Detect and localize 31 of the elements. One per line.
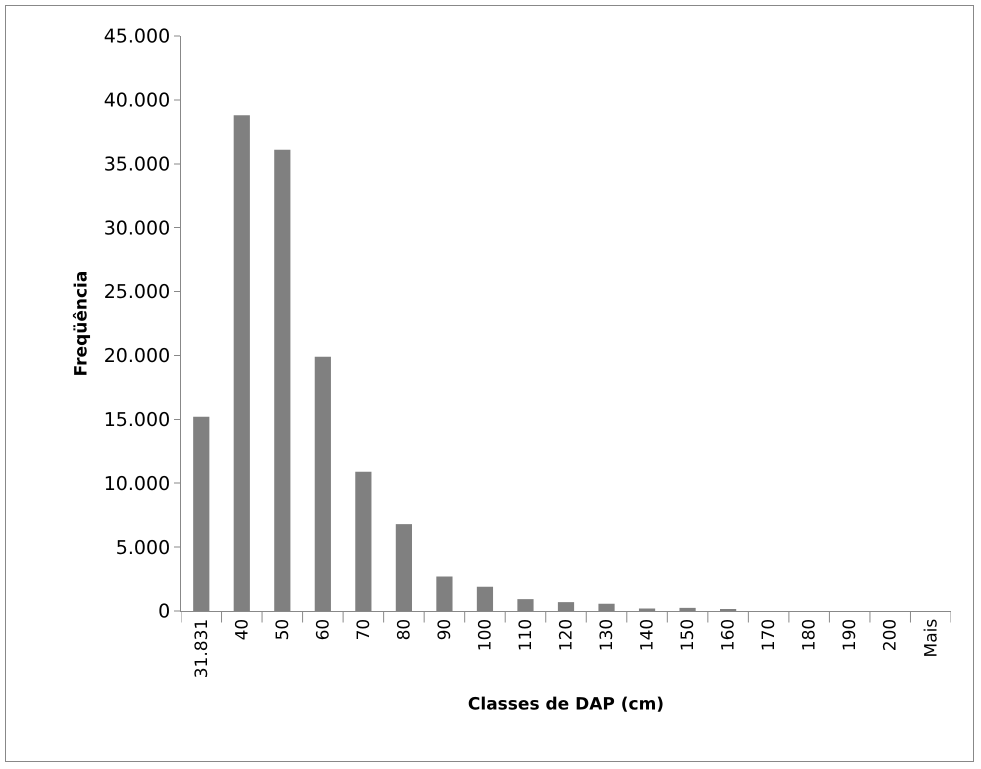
- y-tick-label: 5.000: [116, 536, 170, 559]
- x-tick-label: 60: [313, 618, 334, 640]
- y-axis-title: Freqüência: [71, 270, 92, 376]
- x-axis-title: Classes de DAP (cm): [468, 694, 664, 715]
- x-tick-label: 110: [516, 618, 536, 652]
- x-tick-label: 140: [638, 618, 658, 652]
- x-tick-label: 80: [394, 618, 414, 640]
- y-tick-label: 15.000: [104, 408, 170, 431]
- x-tick-label: 150: [678, 618, 698, 652]
- y-tick-label: 30.000: [104, 217, 170, 240]
- y-tick-label: 25.000: [104, 281, 170, 304]
- x-tick-label: Mais: [921, 618, 942, 658]
- x-tick-label: 120: [556, 618, 577, 652]
- x-tick-label: 70: [354, 618, 374, 640]
- y-tick-label: 35.000: [104, 153, 170, 176]
- x-tick-label: 180: [800, 618, 820, 652]
- x-tick-label: 90: [434, 618, 455, 640]
- x-tick-label: 130: [597, 618, 618, 652]
- x-tick-label: 170: [759, 618, 780, 652]
- x-tick-label: 40: [232, 618, 252, 640]
- y-tick-label: 45.000: [104, 26, 170, 48]
- y-tick-label: 20.000: [104, 345, 170, 368]
- y-tick-label: 10.000: [104, 472, 170, 495]
- y-tick-label: 0: [158, 600, 170, 623]
- y-tick-label: 40.000: [104, 90, 170, 112]
- x-tick-label: 200: [880, 618, 901, 652]
- x-tick-label: 160: [718, 618, 739, 652]
- x-tick-label: 50: [272, 618, 293, 640]
- x-tick-label: 190: [840, 618, 860, 652]
- x-tick-label: 31.831: [192, 618, 212, 678]
- x-tick-label: 100: [475, 618, 496, 652]
